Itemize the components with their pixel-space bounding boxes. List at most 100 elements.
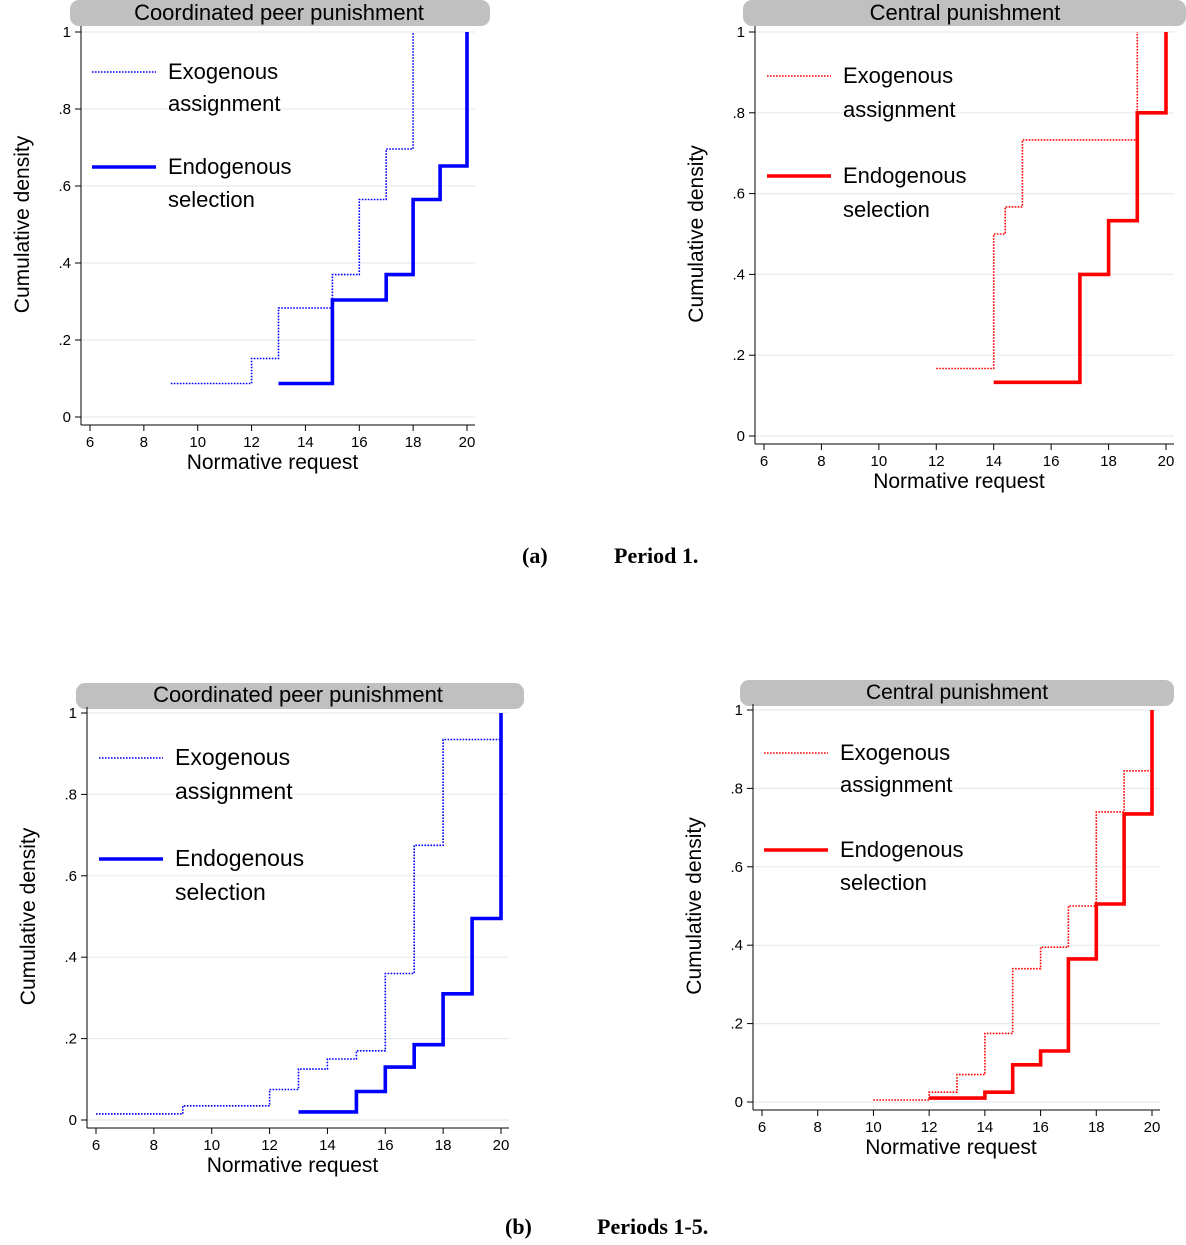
series-endogenous-line bbox=[993, 32, 1168, 385]
series-exogenous-line bbox=[170, 32, 414, 385]
y-tick-label: .4 bbox=[58, 255, 71, 272]
legend-label-line2: assignment bbox=[168, 91, 281, 116]
title-band bbox=[743, 0, 1186, 26]
x-tick-label: 14 bbox=[977, 1119, 994, 1136]
x-tick-label: 10 bbox=[865, 1119, 882, 1136]
x-tick-label: 12 bbox=[261, 1137, 278, 1154]
y-tick-label: 0 bbox=[69, 1112, 77, 1129]
x-tick-label: 20 bbox=[493, 1137, 510, 1154]
legend-label-line2: selection bbox=[843, 197, 930, 222]
y-tick-label: 1 bbox=[69, 705, 77, 722]
y-axis-label: Cumulative density bbox=[685, 145, 708, 323]
y-tick-label: .2 bbox=[64, 1031, 77, 1048]
y-tick-label: .2 bbox=[732, 347, 745, 364]
y-tick-label: .8 bbox=[730, 780, 743, 797]
legend-label-line1: Exogenous bbox=[843, 63, 953, 88]
series-exogenous-line bbox=[936, 32, 1139, 370]
legend-label-line2: selection bbox=[175, 879, 266, 905]
y-axis-label: Cumulative density bbox=[683, 817, 706, 995]
title-band bbox=[70, 0, 490, 26]
y-axis-label: Cumulative density bbox=[17, 827, 40, 1005]
y-tick-label: .6 bbox=[64, 868, 77, 885]
x-tick-label: 10 bbox=[189, 434, 206, 451]
y-tick-label: 0 bbox=[63, 409, 71, 426]
series-exogenous-line bbox=[873, 710, 1153, 1101]
x-tick-label: 18 bbox=[435, 1137, 452, 1154]
chart-title: Central punishment bbox=[870, 0, 1061, 25]
x-tick-label: 12 bbox=[243, 434, 260, 451]
legend-label-line1: Exogenous bbox=[175, 744, 290, 770]
x-tick-label: 18 bbox=[1088, 1119, 1105, 1136]
legend-label-line1: Endogenous bbox=[840, 837, 964, 862]
y-tick-label: .2 bbox=[730, 1016, 743, 1033]
y-tick-label: 1 bbox=[63, 24, 71, 41]
x-tick-label: 20 bbox=[1144, 1119, 1161, 1136]
series-endogenous-line bbox=[278, 32, 469, 386]
x-tick-label: 14 bbox=[319, 1137, 336, 1154]
legend-label-line2: selection bbox=[840, 870, 927, 895]
x-axis-label: Normative request bbox=[873, 470, 1045, 493]
y-tick-label: .4 bbox=[732, 266, 745, 283]
legend-label-line2: selection bbox=[168, 187, 255, 212]
x-tick-label: 8 bbox=[140, 434, 148, 451]
x-tick-label: 12 bbox=[921, 1119, 938, 1136]
x-tick-label: 18 bbox=[405, 434, 422, 451]
caption-a: (a) Period 1. bbox=[522, 543, 698, 569]
caption-a-letter: (a) bbox=[522, 543, 548, 568]
legend-label-line1: Endogenous bbox=[843, 163, 967, 188]
caption-b-letter: (b) bbox=[505, 1214, 532, 1239]
series-exogenous-line bbox=[96, 713, 502, 1115]
y-tick-label: 0 bbox=[737, 428, 745, 445]
y-tick-label: 1 bbox=[737, 24, 745, 41]
x-axis-label: Normative request bbox=[207, 1154, 379, 1177]
x-tick-label: 14 bbox=[985, 453, 1002, 470]
y-tick-label: .6 bbox=[58, 178, 71, 195]
y-tick-label: .8 bbox=[64, 786, 77, 803]
legend-label-line2: assignment bbox=[840, 772, 953, 797]
x-tick-label: 20 bbox=[1158, 453, 1175, 470]
legend-label-line1: Endogenous bbox=[175, 845, 304, 871]
legend-label-line2: assignment bbox=[843, 97, 956, 122]
caption-b-text: Periods 1-5. bbox=[597, 1214, 709, 1239]
x-tick-label: 6 bbox=[758, 1119, 766, 1136]
chart-title: Coordinated peer punishment bbox=[134, 0, 424, 25]
x-tick-label: 16 bbox=[377, 1137, 394, 1154]
x-tick-label: 8 bbox=[150, 1137, 158, 1154]
series-endogenous-line bbox=[298, 713, 503, 1114]
title-band bbox=[76, 683, 524, 709]
x-tick-label: 10 bbox=[871, 453, 888, 470]
x-tick-label: 16 bbox=[1032, 1119, 1049, 1136]
y-tick-label: .6 bbox=[732, 186, 745, 203]
x-axis-label: Normative request bbox=[865, 1136, 1037, 1159]
x-tick-label: 20 bbox=[459, 434, 476, 451]
y-tick-label: .2 bbox=[58, 332, 71, 349]
title-band bbox=[740, 680, 1174, 706]
x-tick-label: 6 bbox=[760, 453, 768, 470]
chart-title: Central punishment bbox=[866, 681, 1048, 704]
x-tick-label: 12 bbox=[928, 453, 945, 470]
x-tick-label: 6 bbox=[92, 1137, 100, 1154]
x-tick-label: 16 bbox=[1043, 453, 1060, 470]
chart-title: Coordinated peer punishment bbox=[153, 682, 443, 707]
y-tick-label: .4 bbox=[730, 937, 743, 954]
caption-a-text: Period 1. bbox=[614, 543, 699, 568]
caption-b: (b) Periods 1-5. bbox=[505, 1214, 708, 1240]
x-tick-label: 6 bbox=[86, 434, 94, 451]
x-tick-label: 10 bbox=[203, 1137, 220, 1154]
x-axis-label: Normative request bbox=[187, 451, 359, 474]
x-tick-label: 8 bbox=[814, 1119, 822, 1136]
legend-label-line1: Endogenous bbox=[168, 154, 292, 179]
y-tick-label: .6 bbox=[730, 859, 743, 876]
x-tick-label: 14 bbox=[297, 434, 314, 451]
chart-peer-period-1: Coordinated peer punishment 0 .2 .4 .6 .8 1 6 8 1… bbox=[11, 0, 490, 474]
y-axis-label: Cumulative density bbox=[11, 135, 34, 313]
y-tick-label: 1 bbox=[735, 702, 743, 719]
y-tick-label: 0 bbox=[735, 1094, 743, 1111]
y-tick-label: .4 bbox=[64, 949, 77, 966]
legend-label-line2: assignment bbox=[175, 778, 293, 804]
y-tick-label: .8 bbox=[58, 101, 71, 118]
